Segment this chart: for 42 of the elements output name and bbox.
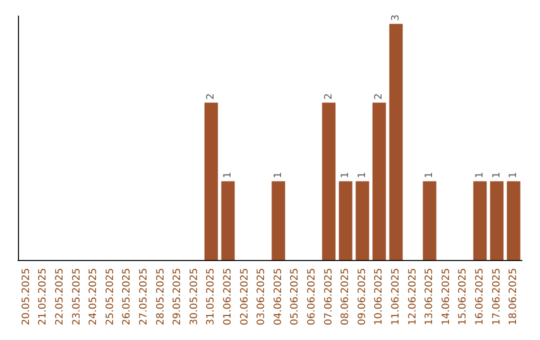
data-label: 1 [272, 172, 284, 178]
x-tick-label: 24.05.2025 [88, 268, 100, 326]
x-tick-label: 30.05.2025 [188, 268, 200, 326]
data-label: 3 [390, 14, 402, 21]
x-tick-label: 31.05.2025 [206, 268, 217, 326]
x-tick-label: 04.06.2025 [272, 268, 284, 326]
data-label: 1 [356, 172, 368, 178]
x-tick-label: 23.05.2025 [71, 268, 82, 326]
data-label: 1 [491, 172, 502, 178]
x-tick-label: 25.05.2025 [104, 268, 116, 326]
x-tick-label: 14.06.2025 [440, 268, 452, 326]
data-label: 1 [474, 172, 486, 178]
x-tick-label: 26.05.2025 [122, 268, 133, 326]
data-label: 1 [508, 172, 520, 178]
x-tick-label: 18.06.2025 [508, 268, 520, 326]
x-tick-label: 11.06.2025 [390, 268, 402, 326]
x-tick-label: 06.06.2025 [306, 268, 318, 326]
x-tick-label: 01.06.2025 [222, 268, 234, 326]
data-label: 1 [222, 172, 234, 178]
x-tick-label: 27.05.2025 [138, 268, 150, 326]
x-tick-label: 02.06.2025 [239, 268, 250, 326]
x-tick-label: 16.06.2025 [474, 268, 486, 326]
x-tick-label: 13.06.2025 [424, 268, 436, 326]
x-tick-label: 29.05.2025 [172, 268, 184, 326]
x-tick-label: 07.06.2025 [323, 268, 334, 326]
x-tick-label: 09.06.2025 [356, 268, 368, 326]
x-tick-label: 08.06.2025 [340, 268, 352, 326]
x-tick-label: 22.05.2025 [54, 268, 66, 326]
x-tick-label: 20.05.2025 [20, 268, 32, 326]
x-tick-label: 28.05.2025 [155, 268, 166, 326]
x-tick-label: 03.06.2025 [256, 268, 268, 326]
data-label: 1 [424, 172, 436, 178]
x-tick-label: 15.06.2025 [458, 268, 469, 326]
x-tick-label: 17.06.2025 [491, 268, 502, 326]
data-label: 2 [374, 93, 385, 100]
data-label: 1 [340, 172, 352, 178]
x-tick-label: 12.06.2025 [407, 268, 418, 326]
x-tick-label: 10.06.2025 [374, 268, 385, 326]
x-tick-label: 05.06.2025 [290, 268, 301, 326]
data-label: 2 [323, 93, 334, 100]
x-tick-label: 21.05.2025 [38, 268, 49, 326]
data-label: 2 [206, 93, 217, 100]
